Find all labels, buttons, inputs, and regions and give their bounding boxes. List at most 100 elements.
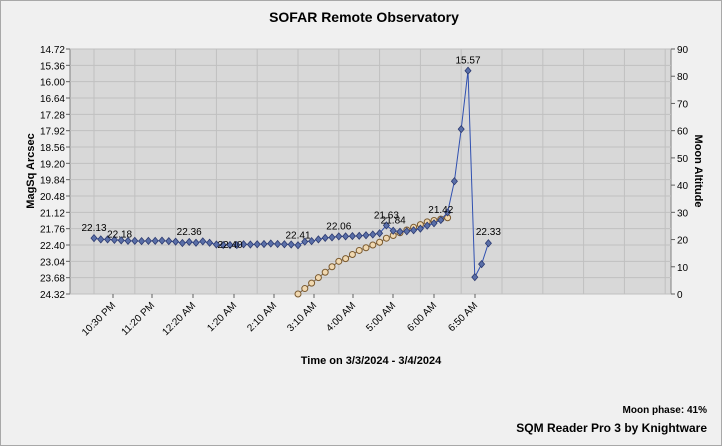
sqm-point — [219, 240, 227, 250]
data-label: 21.42 — [428, 205, 453, 216]
left-tick-label: 23.04 — [40, 257, 65, 268]
sqm-point — [158, 236, 166, 245]
left-tick-label: 17.28 — [40, 110, 65, 121]
sqm-point — [342, 232, 350, 241]
sqm-point — [267, 239, 275, 248]
left-tick-label: 21.76 — [40, 225, 65, 236]
x-axis-label: Time on 3/3/2024 - 3/4/2024 — [301, 355, 442, 367]
sqm-point — [233, 240, 241, 250]
sqm-point — [478, 260, 486, 269]
sqm-point — [308, 237, 316, 246]
sqm-series — [90, 66, 492, 282]
sqm-point — [389, 226, 397, 235]
sqm-point — [199, 237, 207, 246]
left-tick-label: 16.64 — [40, 94, 65, 105]
sqm-point — [348, 231, 356, 241]
sqm-point — [138, 237, 146, 246]
sqm-point — [416, 224, 424, 233]
data-label: 22.13 — [81, 223, 106, 234]
x-tick-label: 2:10 AM — [245, 300, 279, 334]
sqm-point — [104, 235, 112, 244]
sqm-point — [437, 215, 445, 225]
data-label: 22.33 — [476, 227, 501, 238]
right-tick-label: 10 — [677, 263, 689, 274]
x-tick-label: 6:00 AM — [405, 300, 439, 334]
y-right-label: Moon Altitude — [692, 135, 704, 208]
x-tick-label: 4:00 AM — [324, 300, 358, 334]
moon-point — [321, 268, 329, 276]
moon-point — [328, 263, 336, 271]
left-tick-label: 22.40 — [40, 241, 65, 252]
grid-lines — [70, 48, 671, 295]
sqm-point — [151, 236, 159, 246]
sqm-point — [301, 237, 309, 246]
sqm-point — [444, 208, 452, 217]
left-axis-ticks: 14.72 15.36 16.00 16.64 17.28 17.92 18.56 19.20… — [40, 45, 70, 301]
sqm-point — [328, 233, 336, 242]
right-tick-label: 0 — [677, 290, 683, 301]
x-tick-label: 3:10 AM — [285, 300, 319, 334]
sqm-point — [355, 231, 363, 240]
sqm-point — [240, 240, 248, 249]
sqm-point — [321, 233, 329, 242]
sqm-point — [457, 125, 465, 134]
right-tick-label: 90 — [677, 45, 689, 56]
left-tick-label: 14.72 — [40, 45, 65, 56]
right-tick-label: 80 — [677, 72, 689, 83]
left-tick-label: 24.32 — [40, 290, 65, 301]
chart-title: SOFAR Remote Observatory — [269, 9, 459, 25]
sqm-point — [403, 227, 411, 236]
x-tick-label: 1:20 AM — [205, 300, 239, 334]
x-tick-label: 12:20 AM — [160, 300, 198, 338]
moon-point — [342, 255, 350, 263]
sqm-point — [362, 231, 370, 240]
sqm-point — [90, 233, 98, 243]
x-tick-label: 5:00 AM — [364, 300, 398, 334]
sqm-point — [185, 237, 193, 247]
sqm-point — [471, 273, 479, 282]
sqm-point — [144, 236, 152, 246]
right-tick-label: 40 — [677, 181, 689, 192]
sqm-point — [131, 236, 139, 246]
moon-point — [348, 251, 356, 259]
moon-point — [362, 244, 370, 252]
sqm-point — [178, 238, 186, 248]
left-tick-label: 19.84 — [40, 176, 65, 187]
data-label: 22.18 — [107, 229, 132, 240]
left-tick-label: 19.20 — [40, 159, 65, 170]
left-tick-label: 21.12 — [40, 208, 65, 219]
sqm-point — [314, 235, 322, 244]
moon-point — [308, 279, 316, 287]
sqm-point — [110, 235, 118, 245]
sqm-point — [124, 236, 132, 246]
x-tick-label: 11:20 PM — [120, 300, 158, 338]
sqm-point — [97, 235, 105, 244]
x-tick-label: 6:50 AM — [446, 300, 480, 334]
left-tick-label: 23.68 — [40, 274, 65, 285]
moon-point — [355, 246, 363, 254]
right-tick-label: 30 — [677, 208, 689, 219]
sqm-point — [246, 240, 254, 249]
sqm-point — [212, 240, 220, 249]
left-tick-label: 17.92 — [40, 127, 65, 138]
sqm-point — [226, 240, 234, 250]
right-tick-label: 20 — [677, 236, 689, 247]
credit: SQM Reader Pro 3 by Knightware — [516, 421, 707, 435]
sqm-point — [382, 221, 390, 230]
moon-point — [294, 290, 302, 298]
sqm-point — [165, 237, 173, 246]
x-tick-label: 10:30 PM — [80, 300, 118, 338]
left-tick-label: 18.56 — [40, 143, 65, 154]
left-tick-label: 20.48 — [40, 192, 65, 203]
right-tick-label: 60 — [677, 127, 689, 138]
data-label: 21.84 — [381, 216, 406, 227]
plot-area — [69, 48, 672, 295]
left-tick-label: 15.36 — [40, 61, 65, 72]
moon-point — [301, 285, 309, 293]
data-label: 22.40 — [217, 240, 242, 251]
right-tick-label: 50 — [677, 154, 689, 165]
sqm-point — [172, 237, 180, 246]
data-label: 21.63 — [374, 210, 399, 221]
